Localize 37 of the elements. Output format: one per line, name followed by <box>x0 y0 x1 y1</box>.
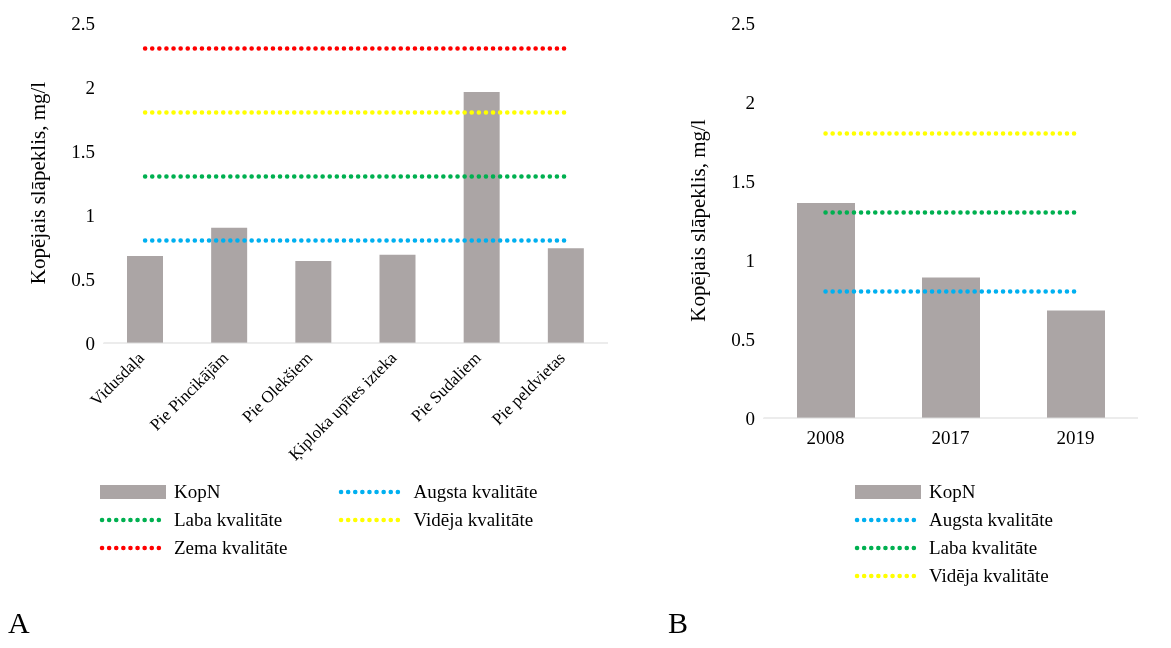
x-tick-label: 2019 <box>1056 427 1095 448</box>
bar <box>1047 310 1105 418</box>
y-axis-title: Kopējais slāpeklis, mg/l <box>26 81 51 285</box>
legend-label: Laba kvalitāte <box>174 509 283 531</box>
y-tick-label: 2.5 <box>71 12 95 34</box>
bar <box>211 227 248 343</box>
bar <box>463 92 500 343</box>
text: A <box>8 606 30 640</box>
legend-label: KopN <box>929 481 976 503</box>
y-tick-label: 2 <box>85 76 95 98</box>
bar <box>295 261 332 343</box>
legend-label: KopN <box>174 481 221 503</box>
legend-label: Augsta kvalitāte <box>413 481 538 503</box>
legend-label: Vidēja kvalitāte <box>929 565 1049 587</box>
y-tick-label: 2 <box>745 91 755 113</box>
bar <box>547 248 584 343</box>
y-tick-label: 2.5 <box>731 12 755 34</box>
legend-label: Laba kvalitāte <box>929 537 1038 559</box>
y-tick-label: 1 <box>745 249 755 271</box>
y-axis-title: Kopējais slāpeklis, mg/l <box>686 119 711 322</box>
y-tick-label: 0 <box>745 407 755 429</box>
y-tick-label: 0.5 <box>71 268 95 290</box>
y-tick-label: 0.5 <box>731 328 755 350</box>
bar <box>922 277 980 418</box>
bar <box>797 203 855 418</box>
text: B <box>668 606 689 640</box>
x-tick-label: 2017 <box>931 427 970 448</box>
y-tick-label: 1.5 <box>71 140 95 162</box>
y-tick-label: 0 <box>85 332 95 354</box>
x-tick-label: 2008 <box>806 427 845 448</box>
bar <box>379 254 416 343</box>
y-tick-label: 1 <box>85 204 95 226</box>
legend-label: Vidēja kvalitāte <box>413 509 534 531</box>
legend-label: Augsta kvalitāte <box>929 509 1053 531</box>
legend-label: Zema kvalitāte <box>174 537 288 559</box>
y-tick-label: 1.5 <box>731 170 755 192</box>
bar <box>127 255 163 343</box>
